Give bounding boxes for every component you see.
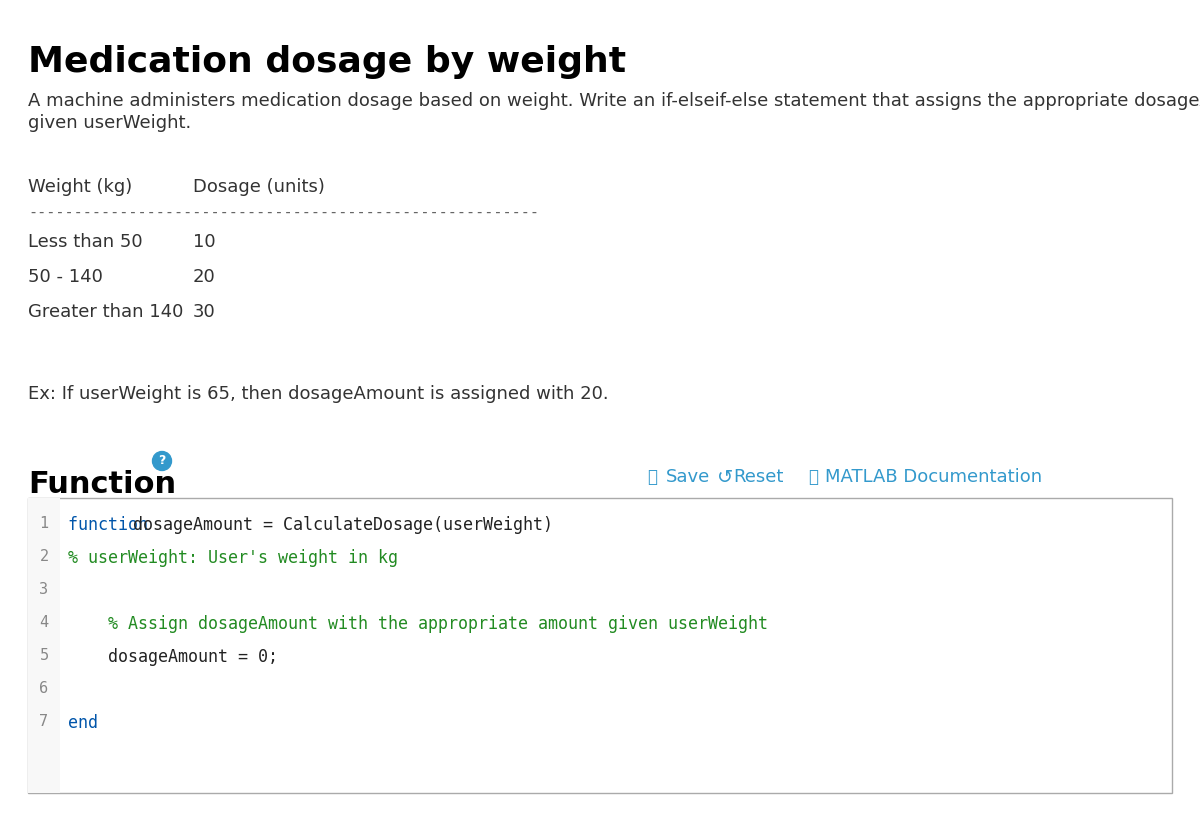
Text: Function: Function [28,470,176,499]
Text: dosageAmount = 0;: dosageAmount = 0; [68,648,278,666]
Text: A machine administers medication dosage based on weight. Write an if-elseif-else: A machine administers medication dosage … [28,92,1200,110]
Text: --------------------------------------------------------: ----------------------------------------… [28,205,539,220]
Text: function: function [68,516,158,534]
Text: 20: 20 [193,268,216,286]
Text: ↺: ↺ [718,468,733,487]
Text: MATLAB Documentation: MATLAB Documentation [826,468,1042,486]
Text: Dosage (units): Dosage (units) [193,178,325,196]
Text: 2: 2 [40,549,48,564]
Text: Less than 50: Less than 50 [28,233,143,251]
Text: 10: 10 [193,233,216,251]
Text: Medication dosage by weight: Medication dosage by weight [28,45,626,79]
Text: 💾: 💾 [647,468,658,486]
Text: 5: 5 [40,648,48,663]
Text: % Assign dosageAmount with the appropriate amount given userWeight: % Assign dosageAmount with the appropria… [68,615,768,633]
Text: % userWeight: User's weight in kg: % userWeight: User's weight in kg [68,549,398,567]
Text: 50 - 140: 50 - 140 [28,268,103,286]
Text: given userWeight.: given userWeight. [28,114,191,132]
FancyBboxPatch shape [28,498,1172,793]
Text: 3: 3 [40,582,48,597]
FancyBboxPatch shape [28,498,60,793]
Text: Greater than 140: Greater than 140 [28,303,184,321]
Text: 📘: 📘 [808,468,818,486]
Text: end: end [68,714,98,732]
Text: dosageAmount = CalculateDosage(userWeight): dosageAmount = CalculateDosage(userWeigh… [133,516,553,534]
Text: Save: Save [666,468,710,486]
Text: 1: 1 [40,516,48,531]
Text: ?: ? [158,454,166,468]
Text: Ex: If userWeight is 65, then dosageAmount is assigned with 20.: Ex: If userWeight is 65, then dosageAmou… [28,385,608,403]
Text: 30: 30 [193,303,216,321]
Text: 4: 4 [40,615,48,630]
Circle shape [152,452,172,471]
Text: Reset: Reset [733,468,784,486]
Text: 7: 7 [40,714,48,729]
Text: 6: 6 [40,681,48,696]
Text: Weight (kg): Weight (kg) [28,178,132,196]
